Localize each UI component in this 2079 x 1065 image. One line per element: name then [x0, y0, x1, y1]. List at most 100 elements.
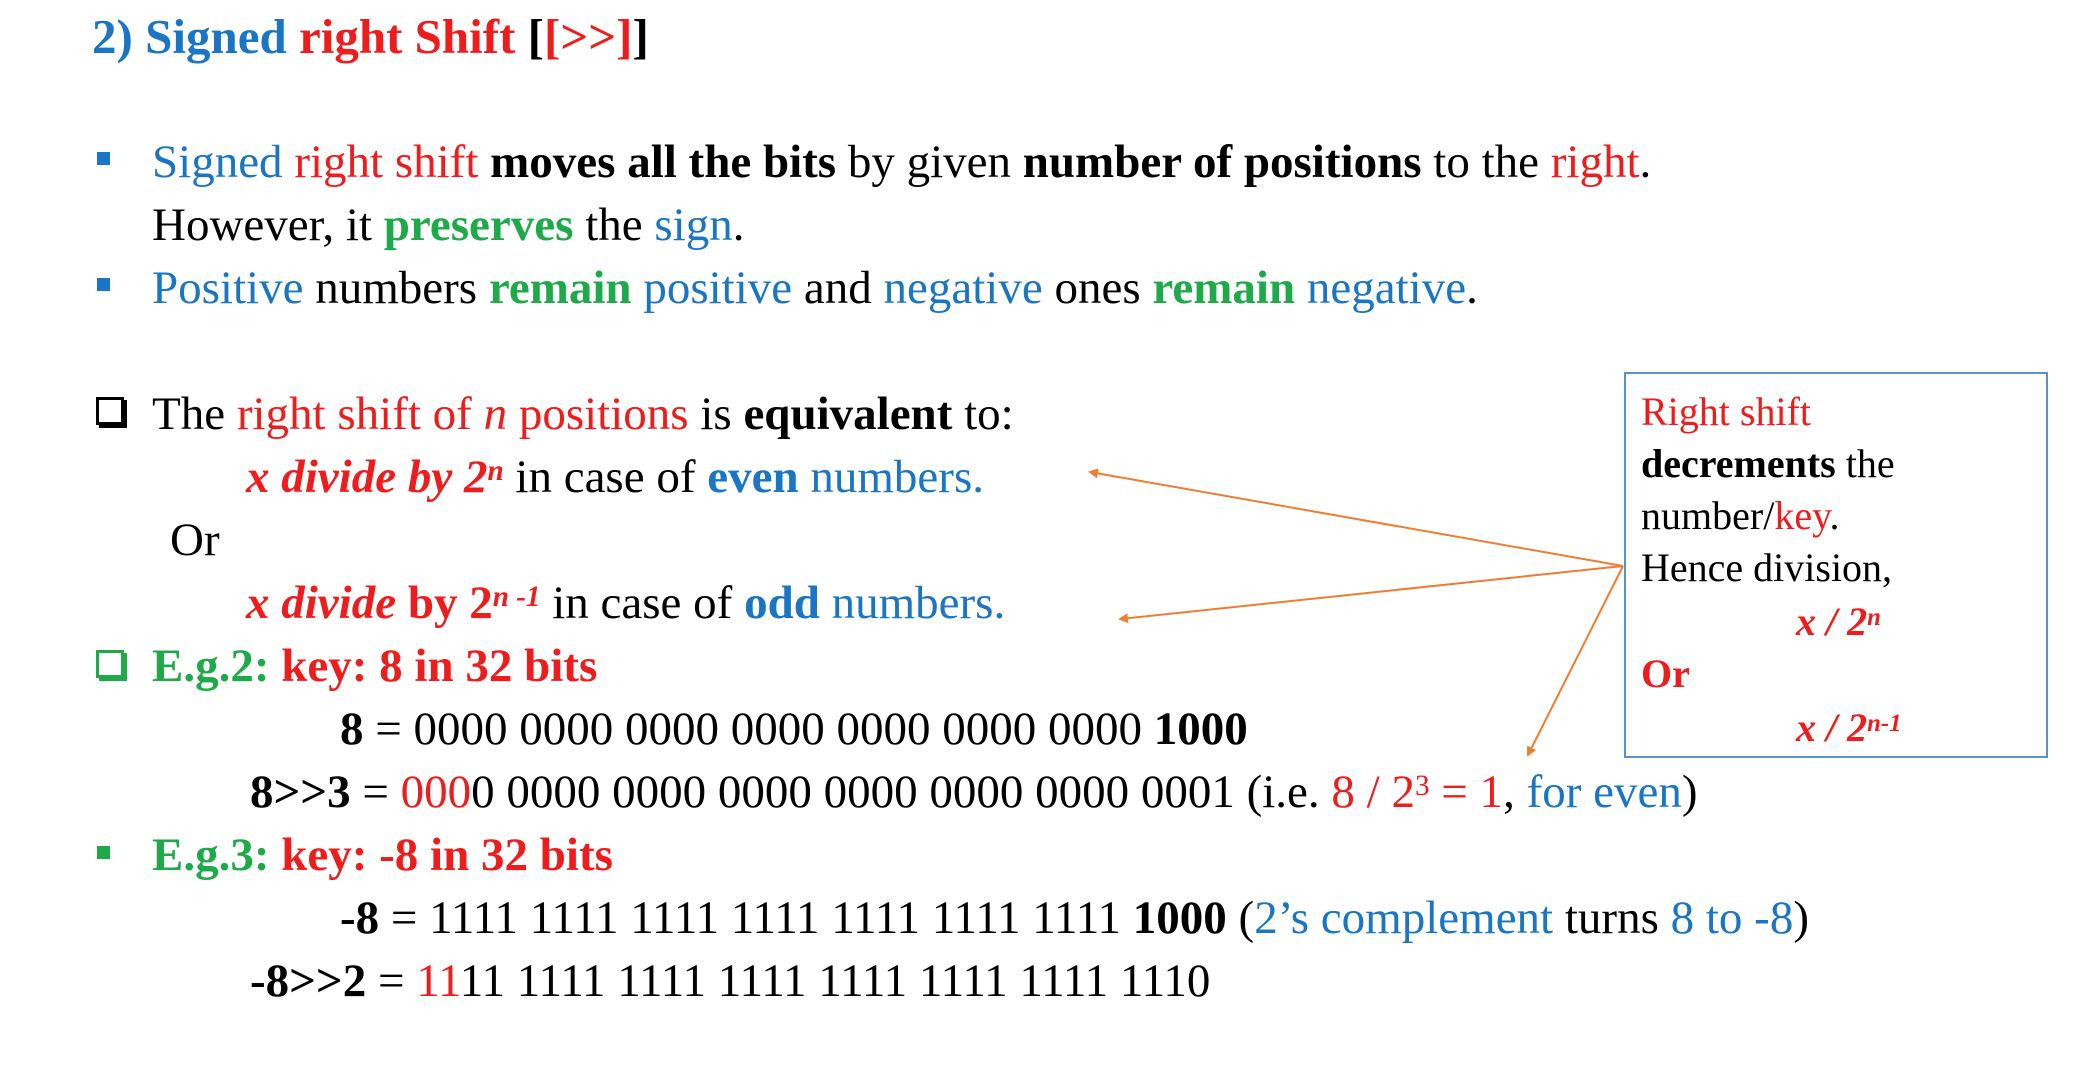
exponent-n: n [487, 454, 504, 487]
text-for-even: for even [1526, 766, 1682, 818]
exponent-n-minus-1: n -1 [492, 580, 541, 613]
equivalent-line: The right shift of n positions is equiva… [152, 391, 1014, 438]
text-comma: , [1503, 766, 1527, 818]
text-binary-last: 1000 [1132, 892, 1227, 944]
title-operator-symbol: [>>] [543, 9, 633, 64]
title-right-shift: right Shift [298, 9, 516, 64]
text-shifted-in-bits: 000 [400, 766, 472, 818]
example-3-row-1: -8 = 1111 1111 1111 1111 1111 1111 1111 … [340, 895, 1809, 942]
text-x-divide-by: x divide by 2 [246, 451, 488, 503]
text-to-the: to the [1421, 136, 1551, 188]
example-2-row-1: 8 = 0000 0000 0000 0000 0000 0000 0000 1… [340, 706, 1248, 753]
text-preserves: preserves [383, 199, 574, 251]
arrow-to-odd-line [1118, 565, 1624, 624]
note-line-7: x / 2n-1 [1796, 708, 1902, 748]
text-key: key [1774, 493, 1830, 538]
text-in-case-of: in case of [503, 451, 708, 503]
note-or: Or [1641, 651, 1690, 696]
note-box: Right shift decrements the number/key. H… [1624, 372, 2048, 758]
text-8: 8 [340, 703, 364, 755]
text-binary: 11 1111 1111 1111 1111 1111 1111 1110 [459, 955, 1211, 1007]
arrow-to-even-line [1088, 468, 1624, 567]
checkbox-bullet-icon [96, 397, 124, 425]
text-binary-last: 1000 [1153, 703, 1248, 755]
text-the: The [152, 388, 237, 440]
text-numbers: numbers. [798, 451, 984, 503]
note-line-1: Right shift [1641, 389, 1812, 434]
text-negative: negative [883, 262, 1043, 314]
text-8-div-2: 8 / 2 [1331, 766, 1415, 818]
text-to: to: [952, 388, 1014, 440]
text-equals-1: = 1 [1429, 766, 1504, 818]
text-eg3: E.g.3: [152, 829, 270, 881]
bullet-1-line-1: Signed right shift moves all the bits by… [152, 139, 1651, 186]
example-2-heading: E.g.2: key: 8 in 32 bits [152, 643, 597, 690]
text-the: the [573, 199, 655, 251]
or-text: Or [170, 514, 220, 566]
text-by-given: by given [836, 136, 1023, 188]
note-line-2: decrements the [1641, 444, 1895, 484]
text-equals: = [350, 766, 401, 818]
text-minus-8: -8 [340, 892, 380, 944]
title-signed: Signed [145, 9, 287, 64]
text-odd: odd [744, 577, 820, 629]
exponent-3: 3 [1414, 769, 1430, 802]
text-key-8: key: 8 in 32 bits [269, 640, 598, 692]
text-dot: . [1466, 262, 1478, 314]
text-and: and [792, 262, 884, 314]
example-3-heading: E.g.3: key: -8 in 32 bits [152, 832, 613, 879]
text-number-of-positions: number of positions [1022, 136, 1422, 188]
page-title: 2) Signed right Shift [[>>]] [92, 12, 649, 61]
text-even: even [707, 451, 799, 503]
text-8-to-minus-8: 8 to -8 [1670, 892, 1794, 944]
text-positive: positive [631, 262, 793, 314]
text-equivalent: equivalent [743, 388, 953, 440]
text-x-divide: x divide [246, 577, 397, 629]
text-binary: = 0000 0000 0000 0000 0000 0000 0000 [363, 703, 1154, 755]
text-dot: . [1829, 493, 1840, 538]
text-the: the [1835, 441, 1895, 486]
text-minus-8-shift-2: -8>>2 [250, 955, 367, 1007]
exponent-n: n [1867, 603, 1881, 631]
text-in-case-of: in case of [540, 577, 745, 629]
text-turns: turns [1553, 892, 1671, 944]
example-3-row-2: -8>>2 = 1111 1111 1111 1111 1111 1111 11… [250, 958, 1210, 1005]
example-2-row-2: 8>>3 = 0000 0000 0000 0000 0000 0000 000… [250, 769, 1698, 816]
text-positions: positions [507, 388, 689, 440]
text-remain: remain [1152, 262, 1296, 314]
note-line-5: x / 2n [1796, 602, 1881, 642]
note-line-4: Hence division, [1641, 545, 1893, 590]
text-ones: ones [1042, 262, 1153, 314]
text-is: is [688, 388, 744, 440]
note-line-3: number/key. [1641, 496, 1839, 536]
text-open-paren: ( [1226, 892, 1255, 944]
text-binary: = 1111 1111 1111 1111 1111 1111 1111 [379, 892, 1133, 944]
arrow-to-example-result [1527, 565, 1624, 757]
text-sign: sign [654, 199, 733, 251]
text-n: n [483, 388, 508, 440]
text-moves-all-bits: moves all the bits [490, 136, 837, 188]
title-operator: [[>>]] [527, 9, 649, 64]
text-x-div-2: x / 2 [1796, 599, 1868, 644]
bullet-1-line-2: However, it preserves the sign. [152, 202, 744, 249]
text-right: right [1550, 136, 1640, 188]
text-right-shift: right shift [282, 136, 491, 188]
bullet-2-line: Positive numbers remain positive and neg… [152, 265, 1478, 312]
checkbox-bullet-icon [96, 650, 124, 678]
text-eg2: E.g.2: [152, 640, 270, 692]
even-rule-line: x divide by 2n in case of even numbers. [246, 454, 984, 501]
text-however: However, it [152, 199, 384, 251]
text-positive: Positive [152, 262, 304, 314]
text-numbers: numbers. [819, 577, 1006, 629]
text-by-2: by 2 [396, 577, 493, 629]
text-x-div-2: x / 2 [1796, 705, 1868, 750]
text-close-paren: ) [1793, 892, 1809, 944]
text-numbers: numbers [303, 262, 489, 314]
bullet-square-icon [97, 846, 110, 859]
text-key-minus-8: key: -8 in 32 bits [269, 829, 613, 881]
text-remain: remain [488, 262, 632, 314]
title-number: 2) [92, 9, 133, 64]
odd-rule-line: x divide by 2n -1 in case of odd numbers… [246, 580, 1005, 627]
text-shifted-in-bits: 11 [416, 955, 460, 1007]
